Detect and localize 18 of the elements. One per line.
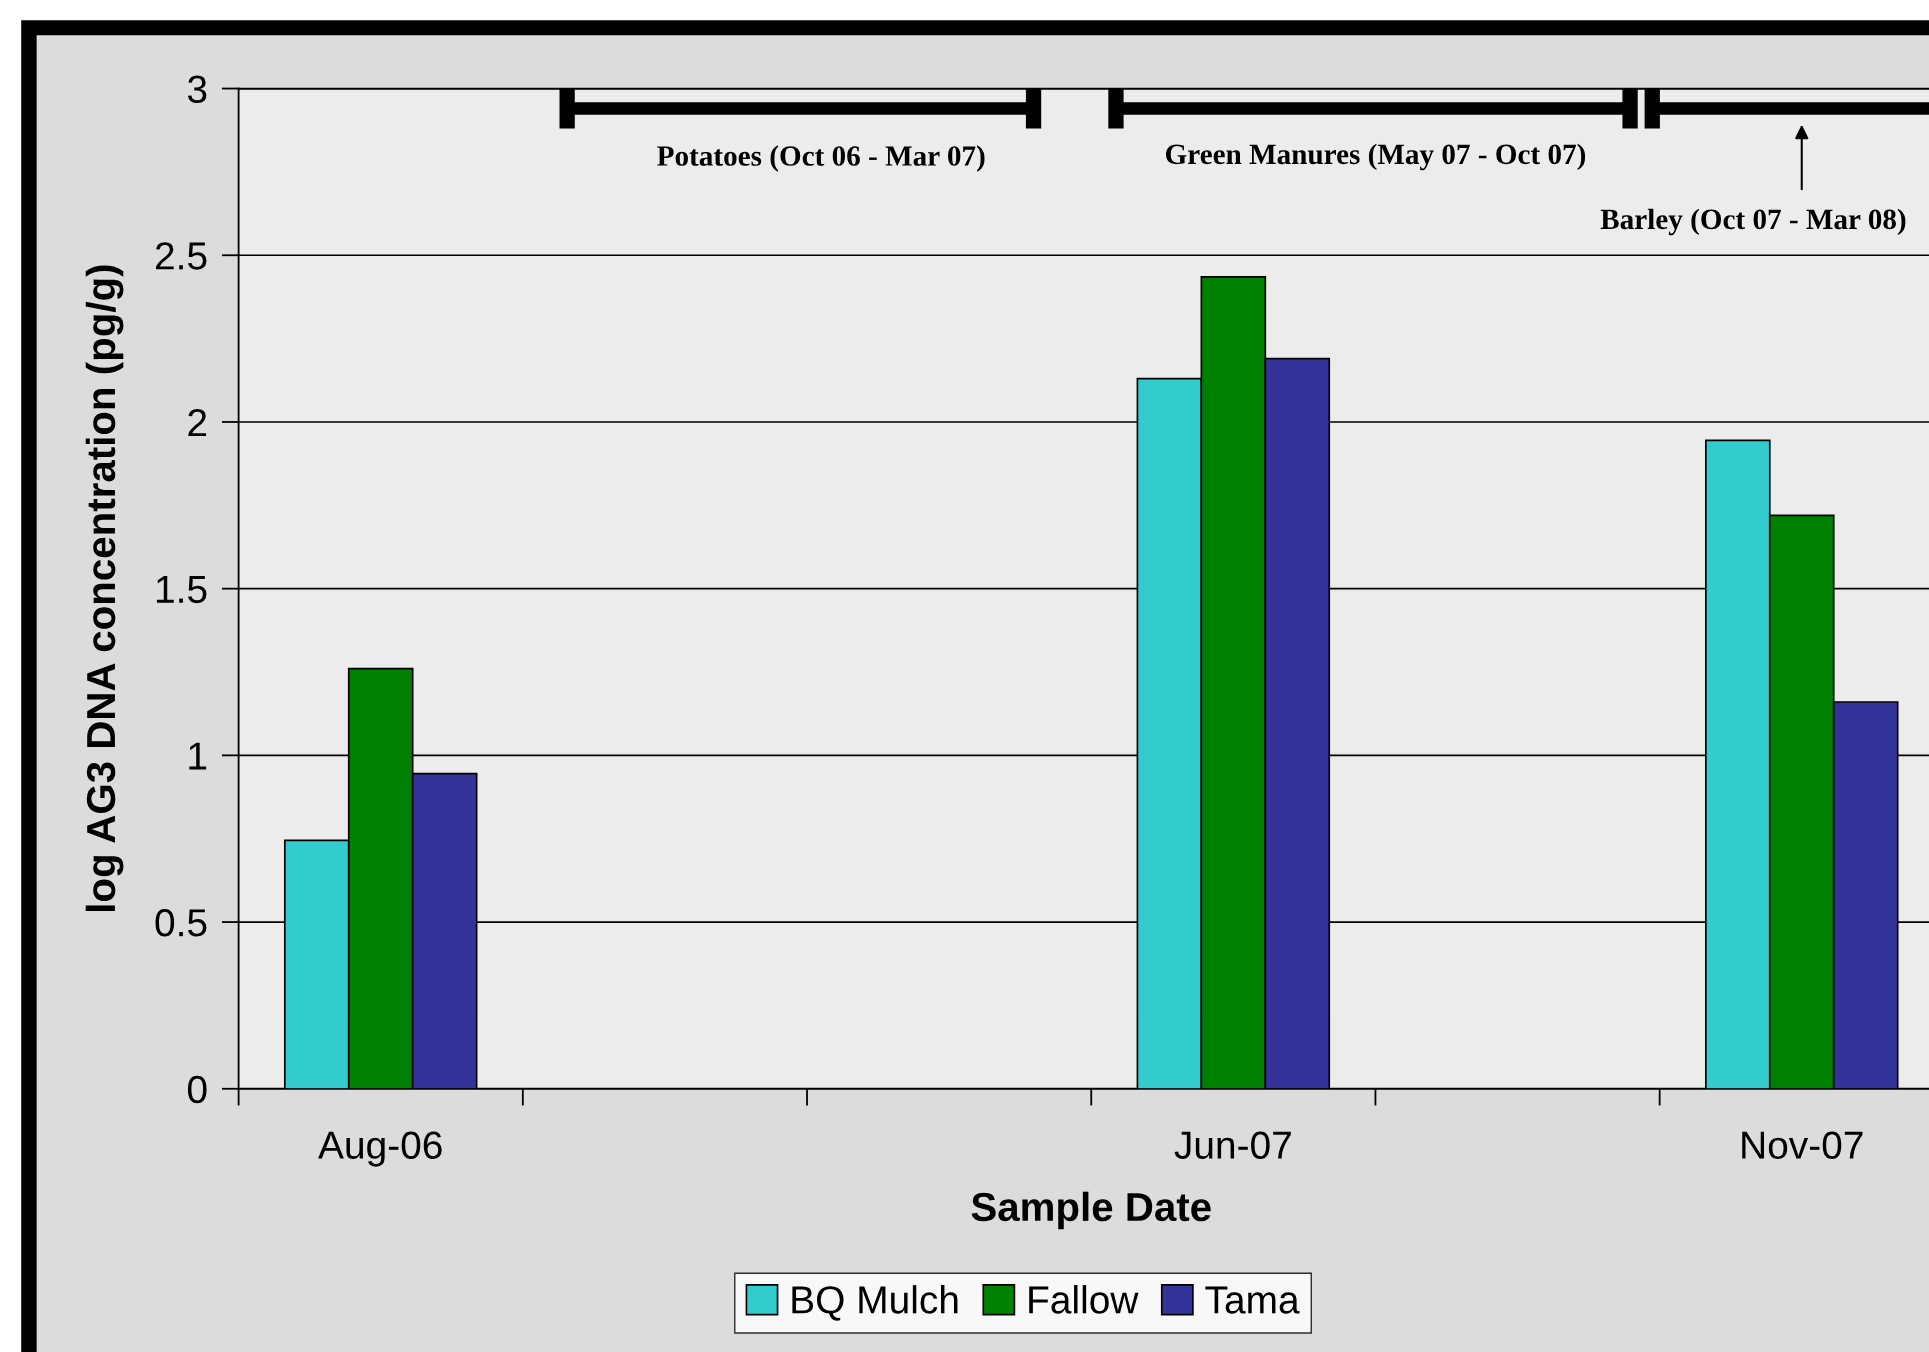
legend-label: Fallow [1029, 1285, 1139, 1314]
y-tick-label: 2 [188, 408, 207, 437]
y-axis-title: log AG3 DNA concentration (pg/g) [85, 265, 124, 911]
x-tick-label: Nov-07 [1742, 1131, 1863, 1159]
x-tick-label: Jun-07 [1174, 1131, 1291, 1159]
y-tick-label: 3 [187, 75, 207, 104]
y-tick-label: 0.5 [155, 909, 207, 937]
y-tick-label: 1 [189, 742, 207, 770]
legend-label: Tama [1205, 1286, 1300, 1314]
annotation: Green Manures (May 07 - Oct 07) [1165, 143, 1586, 171]
legend-label: BQ Mulch [792, 1285, 958, 1321]
annotation: Barley (Oct 07 - Mar 08) [1600, 208, 1906, 236]
x-tick-label: Aug-06 [318, 1131, 442, 1167]
x-axis-title: Sample Date [971, 1191, 1211, 1230]
annotation: Potatoes (Oct 06 - Mar 07) [657, 145, 985, 172]
y-tick-label: 1.5 [156, 576, 207, 604]
y-tick-label: 2.5 [155, 242, 207, 270]
y-tick-label: 0 [187, 1075, 207, 1104]
